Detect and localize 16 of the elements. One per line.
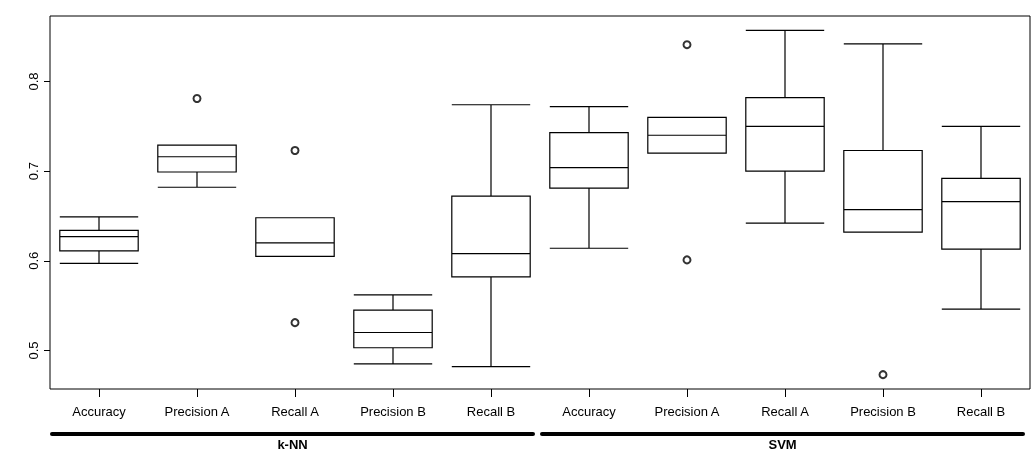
- y-tick-label: 0.5: [26, 341, 41, 360]
- x-tick-label: Accuracy: [562, 404, 617, 419]
- x-tick-label: Precision A: [164, 404, 230, 419]
- text: k-NN: [277, 437, 308, 452]
- y-tick-label: 0.8: [26, 72, 41, 91]
- y-tick-label: 0.6: [26, 251, 41, 270]
- x-tick-label: Precision B: [850, 404, 916, 419]
- x-tick-label: Recall B: [956, 404, 1006, 419]
- x-tick-label: Precision A: [654, 404, 720, 419]
- x-tick-label: Recall A: [271, 404, 320, 419]
- x-tick-label: Recall B: [466, 404, 516, 419]
- x-tick-label: Recall A: [761, 404, 810, 419]
- x-tick-label: Accuracy: [72, 404, 127, 419]
- y-tick-label: 0.7: [26, 162, 41, 181]
- x-tick-label: Precision B: [360, 404, 426, 419]
- text: SVM: [768, 437, 797, 452]
